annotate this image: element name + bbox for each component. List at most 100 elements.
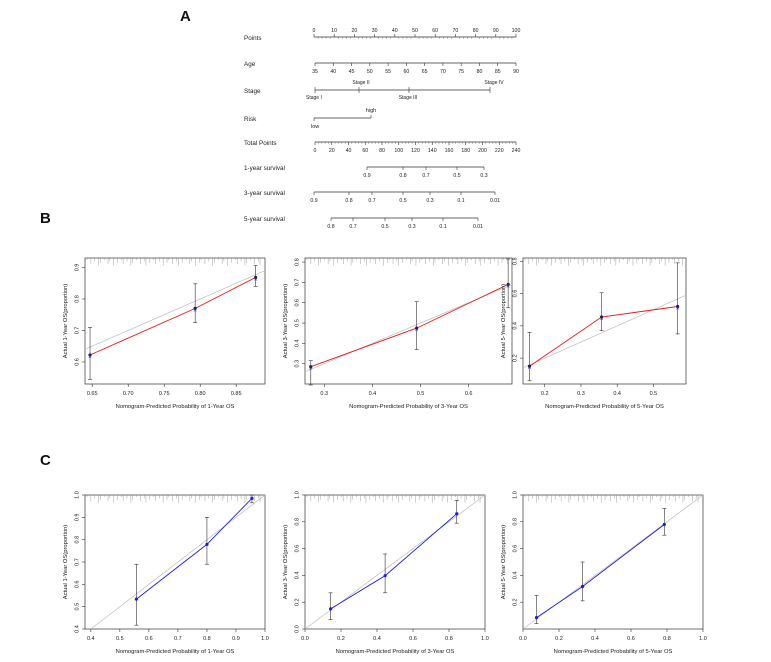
data-point (250, 496, 254, 500)
x-tick-label: 0.2 (555, 636, 563, 642)
nomogram-tick-label: 30 (372, 28, 378, 34)
x-tick-label: 0.4 (369, 391, 377, 397)
y-tick-label: 0.7 (74, 327, 80, 335)
rug-marks (524, 258, 683, 266)
calibration-line (310, 283, 509, 368)
y-tick-label: 0.5 (294, 319, 300, 327)
plot-frame (522, 257, 687, 385)
data-point (193, 306, 197, 310)
rug-marks (86, 495, 261, 503)
x-tick-label: 0.0 (301, 636, 309, 642)
x-tick-label: 0.6 (627, 636, 635, 642)
y-axis-label: Actual 1-Year OS(proportion) (63, 525, 69, 600)
x-tick-label: 0.5 (650, 391, 658, 397)
nomogram: Points 0 10 20 30 40 50 60 70 80 90 100 Age 35 40 45 50 5… (244, 28, 520, 230)
y-tick-label: 0.3 (294, 360, 300, 368)
y-tick-label: 1.0 (294, 491, 300, 499)
nomogram-tick-label: 0.9 (363, 173, 370, 179)
y-tick-label: 0.2 (294, 598, 300, 606)
data-point (205, 542, 209, 546)
y-tick-label: 0.2 (512, 354, 518, 362)
plot-frame (304, 494, 486, 630)
data-point (676, 304, 680, 309)
x-tick-label: 0.0 (519, 636, 527, 642)
y-tick-label: 0.5 (74, 603, 80, 611)
nomogram-row-label: 1-year survival (244, 165, 285, 172)
nomogram-row-label: 5-year survival (244, 216, 285, 223)
x-tick-label: 0.4 (87, 636, 95, 642)
nomogram-tick-label: 0.8 (327, 224, 334, 230)
x-tick-label: 1.0 (261, 636, 269, 642)
nomogram-tick-label: 85 (495, 69, 501, 75)
nomogram-tick-label: Stage III (399, 95, 418, 101)
x-tick-label: 0.3 (320, 391, 328, 397)
y-tick-label: 0.6 (294, 545, 300, 553)
nomogram-tick-label: 75 (458, 69, 464, 75)
ideal-line (522, 294, 687, 369)
y-tick-label: 0.4 (74, 625, 80, 633)
x-tick-label: 0.6 (145, 636, 153, 642)
y-axis-label: Actual 3-Year OS(proportion) (283, 525, 289, 600)
x-tick-label: 0.8 (445, 636, 453, 642)
nomogram-tick-label: 0.3 (480, 173, 487, 179)
nomogram-tick-label: 80 (477, 69, 483, 75)
calibration-line (330, 513, 457, 610)
point-marker: x (507, 283, 510, 289)
x-axis-label: Nomogram-Predicted Probability of 1-Year… (116, 649, 235, 655)
calibration-chart: 0.2 0.3 0.4 0.5 0.2 0.4 0.6 0.8 Nomogram-Predict… (501, 257, 687, 410)
data-point (527, 364, 532, 368)
y-tick-label: 0.9 (74, 264, 80, 272)
nomogram-tick-label: 50 (367, 69, 373, 75)
rug-marks (86, 258, 261, 266)
x-tick-label: 0.4 (373, 636, 381, 642)
x-tick-label: 0.5 (417, 391, 425, 397)
ideal-line (90, 494, 266, 630)
nomogram-tick-label: 35 (312, 69, 318, 75)
nomogram-tick-label: 0 (314, 148, 317, 154)
nomogram-tick-label: 0.8 (345, 198, 352, 204)
calibration-chart: 0.0 0.2 0.4 0.6 0.8 1.0 0.2 0.4 0.6 0.8 1.0 Nomogra… (501, 491, 707, 655)
nomogram-tick-label: Stage IV (484, 80, 504, 86)
y-tick-label: 0.4 (512, 572, 518, 580)
x-tick-label: 0.6 (465, 391, 473, 397)
rug-marks (524, 495, 699, 503)
panel-label-a: A (180, 8, 191, 25)
x-tick-label: 0.9 (232, 636, 240, 642)
nomogram-tick-label: 0.1 (457, 198, 464, 204)
data-point (88, 353, 92, 357)
x-axis-label: Nomogram-Predicted Probability of 3-Year… (336, 649, 455, 655)
calibration-chart: 0.0 0.2 0.4 0.6 0.8 1.0 0.0 0.2 0.4 0.6 0.8 1.0 Nomo… (283, 491, 489, 655)
nomogram-tick-label: Stage II (352, 80, 369, 86)
nomogram-tick-label: 0.7 (368, 198, 375, 204)
x-tick-label: 1.0 (481, 636, 489, 642)
rug-marks (306, 495, 481, 503)
x-tick-label: 0.7 (174, 636, 182, 642)
nomogram-tick-label: 200 (478, 148, 487, 154)
y-tick-label: 0.6 (512, 290, 518, 298)
nomogram-tick-label: 90 (493, 28, 499, 34)
calibration-line (529, 306, 678, 367)
y-tick-label: 0.8 (74, 536, 80, 544)
plot-frame (84, 257, 266, 385)
nomogram-row-label: Age (244, 61, 256, 68)
y-axis-label: Actual 3-Year OS(proportion) (283, 284, 289, 359)
nomogram-tick-label: 80 (379, 148, 385, 154)
x-tick-label: 0.8 (203, 636, 211, 642)
nomogram-tick-label: 0 (313, 28, 316, 34)
nomogram-tick-label: low (311, 124, 319, 130)
x-tick-label: 0.2 (541, 391, 549, 397)
nomogram-tick-label: 0.7 (422, 173, 429, 179)
data-point (534, 616, 539, 620)
x-tick-label: 0.8 (663, 636, 671, 642)
calibration-chart: 0.3 0.4 0.5 0.6 0.3 0.4 0.5 0.6 0.7 0.8 Nomogram-P… (283, 257, 513, 410)
nomogram-tick-label: 60 (403, 69, 409, 75)
x-tick-label: 1.0 (699, 636, 707, 642)
nomogram-tick-label: 10 (331, 28, 337, 34)
x-tick-label: 0.4 (613, 391, 621, 397)
point-marker: x (254, 277, 257, 283)
data-point (580, 584, 585, 589)
y-tick-label: 0.6 (74, 358, 80, 366)
nomogram-tick-label: 0.3 (408, 224, 415, 230)
calibration-line (136, 498, 253, 600)
point-marker: x (89, 354, 92, 360)
